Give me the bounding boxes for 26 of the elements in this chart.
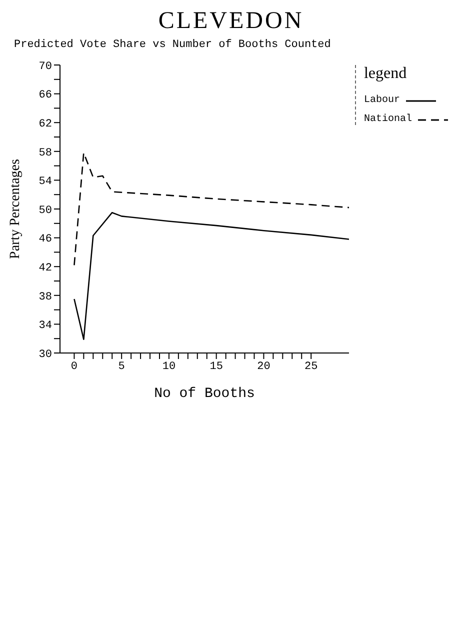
x-tick-label: 5 (118, 360, 125, 373)
y-tick-label: 42 (38, 262, 52, 275)
line-series (74, 212, 349, 340)
legend-label: National (364, 114, 412, 125)
y-tick-label: 50 (38, 204, 52, 217)
legend-title: legend (364, 65, 408, 83)
y-tick-label: 58 (38, 147, 52, 160)
x-tick-label: 0 (70, 360, 78, 373)
y-tick-label: 46 (38, 234, 52, 246)
x-tick-label: 25 (304, 360, 318, 373)
y-tick-label: 30 (38, 348, 52, 361)
x-tick-label: 10 (162, 360, 176, 373)
y-axis-title: Party Percentages (8, 159, 23, 259)
y-tick-label: 34 (38, 320, 52, 332)
chart-title: CLEVEDON (157, 8, 305, 35)
y-tick-label: 54 (38, 176, 52, 188)
y-tick-label: 62 (38, 118, 52, 131)
x-tick-label: 20 (257, 360, 270, 373)
y-tick-label: 70 (38, 60, 52, 73)
chart-subtitle: Predicted Vote Share vs Number of Booths Counted (14, 39, 332, 51)
line-series (74, 152, 349, 266)
legend-label: Labour (364, 95, 400, 106)
x-axis-title: No of Booths (154, 386, 255, 402)
x-tick-label: 15 (210, 360, 223, 373)
y-tick-label: 66 (38, 90, 52, 102)
y-tick-label: 38 (38, 291, 52, 304)
